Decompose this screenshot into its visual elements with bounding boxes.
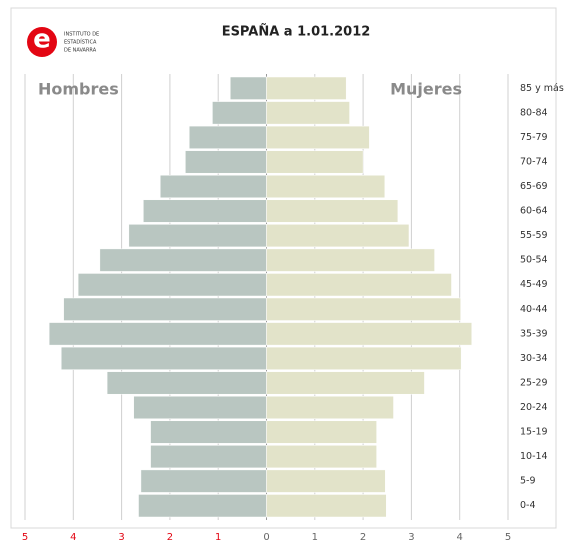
x-tick-label: 1 [312,532,318,543]
bar [266,371,425,395]
bar [188,125,267,149]
bar [266,420,377,444]
y-tick-label: 5-9 [520,476,536,487]
y-tick-label: 40-44 [520,304,548,315]
y-tick-label: 45-49 [520,279,548,290]
logo-text: DE NAVARRA [64,48,97,54]
bar [266,273,452,297]
bar [150,420,267,444]
bar [266,76,347,100]
bar [266,297,461,321]
logo-text: INSTITUTO DE [64,32,99,38]
y-tick-label: 25-29 [520,377,548,388]
y-tick-label: 70-74 [520,156,548,167]
x-tick-label: 5 [505,532,511,543]
bar [48,322,267,346]
y-tick-label: 80-84 [520,107,548,118]
logo-circle [27,27,57,57]
x-tick-label: 5 [22,532,28,543]
x-tick-label: 3 [408,532,414,543]
y-tick-label: 15-19 [520,427,548,438]
x-tick-label: 4 [70,532,76,543]
bar [266,199,399,223]
bar [266,150,364,174]
bar [138,494,267,518]
y-tick-label: 20-24 [520,402,548,413]
bar [266,494,387,518]
y-tick-label: 0-4 [520,500,536,511]
bar [266,174,386,199]
bar [266,125,370,149]
bar [150,445,267,469]
y-tick-label: 60-64 [520,206,548,217]
bar [266,224,410,248]
bar [133,395,267,420]
bar [77,273,267,297]
y-tick-label: 35-39 [520,328,548,339]
bar [266,346,462,370]
logo-text: ESTADÍSTICA [64,39,97,46]
chart-title: ESPAÑA a 1.01.2012 [222,24,371,40]
x-tick-label: 3 [118,532,124,543]
y-tick-label: 50-54 [520,255,548,266]
bar [106,371,267,395]
bar [140,469,267,493]
legend-label: Hombres [38,80,119,99]
y-tick-label: 30-34 [520,353,548,364]
bar [185,150,267,174]
bar [143,199,267,223]
x-tick-label: 2 [360,532,366,543]
y-tick-label: 75-79 [520,132,548,143]
legend-label: Mujeres [390,80,462,99]
logo-letter: e [33,25,51,55]
bar [266,445,377,469]
y-tick-label: 10-14 [520,451,548,462]
y-tick-label: 65-69 [520,181,548,192]
bar [99,248,267,272]
y-tick-label: 55-59 [520,230,548,241]
bar [230,76,267,100]
logo: e INSTITUTO DE ESTADÍSTICA DE NAVARRA [27,25,99,57]
x-tick-label: 1 [215,532,221,543]
bar [266,469,386,493]
x-tick-label: 2 [167,532,173,543]
y-tick-label: 85 y más [520,83,564,94]
bar [60,346,267,370]
bar [266,248,435,272]
bar [266,322,473,346]
x-tick-label: 4 [457,532,463,543]
bar [266,395,394,420]
bar [63,297,267,321]
bar [128,224,267,248]
bar [212,101,267,125]
bar [159,174,267,199]
bar [266,101,350,125]
x-tick-label: 0 [263,532,269,543]
